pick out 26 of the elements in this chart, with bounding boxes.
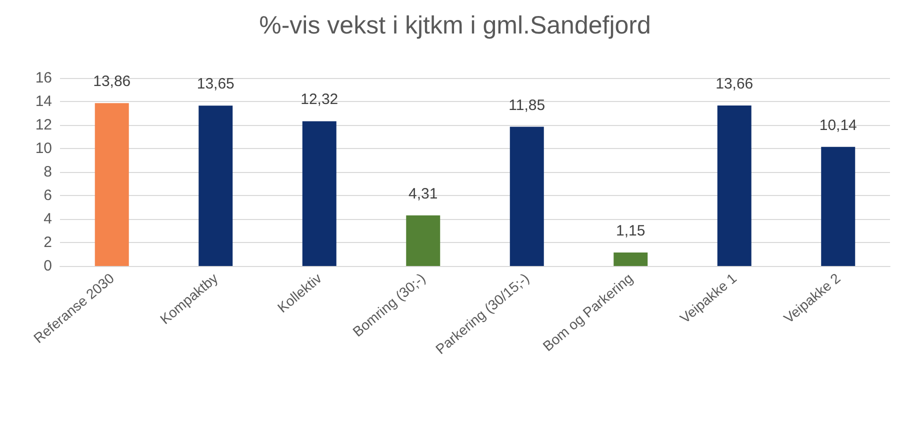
bar [406, 215, 440, 266]
data-label: 12,32 [300, 91, 338, 108]
chart-title: %-vis vekst i kjtkm i gml.Sandefjord [259, 12, 651, 40]
y-tick-label: 4 [44, 210, 52, 228]
y-tick-label: 14 [35, 93, 52, 110]
bar [614, 252, 648, 266]
bar [821, 146, 856, 266]
y-tick-label: 16 [35, 70, 52, 86]
bar [198, 106, 233, 266]
data-label: 13,66 [716, 75, 754, 92]
data-label: 10,14 [819, 116, 857, 134]
data-label: 13,86 [93, 73, 131, 90]
y-tick-label: 12 [35, 116, 52, 134]
bar [717, 105, 752, 266]
bar [302, 121, 336, 266]
y-tick-label: 2 [44, 234, 52, 251]
y-tick-label: 8 [44, 164, 52, 180]
bar [94, 103, 129, 266]
data-label: 11,85 [508, 96, 546, 114]
y-tick-label: 10 [35, 140, 52, 157]
data-label: 13,65 [196, 76, 234, 93]
bar [510, 126, 544, 266]
y-tick-label: 0 [44, 258, 52, 274]
data-label: 4,31 [408, 185, 438, 202]
y-tick-label: 6 [44, 187, 52, 204]
data-label: 1,15 [616, 222, 646, 240]
